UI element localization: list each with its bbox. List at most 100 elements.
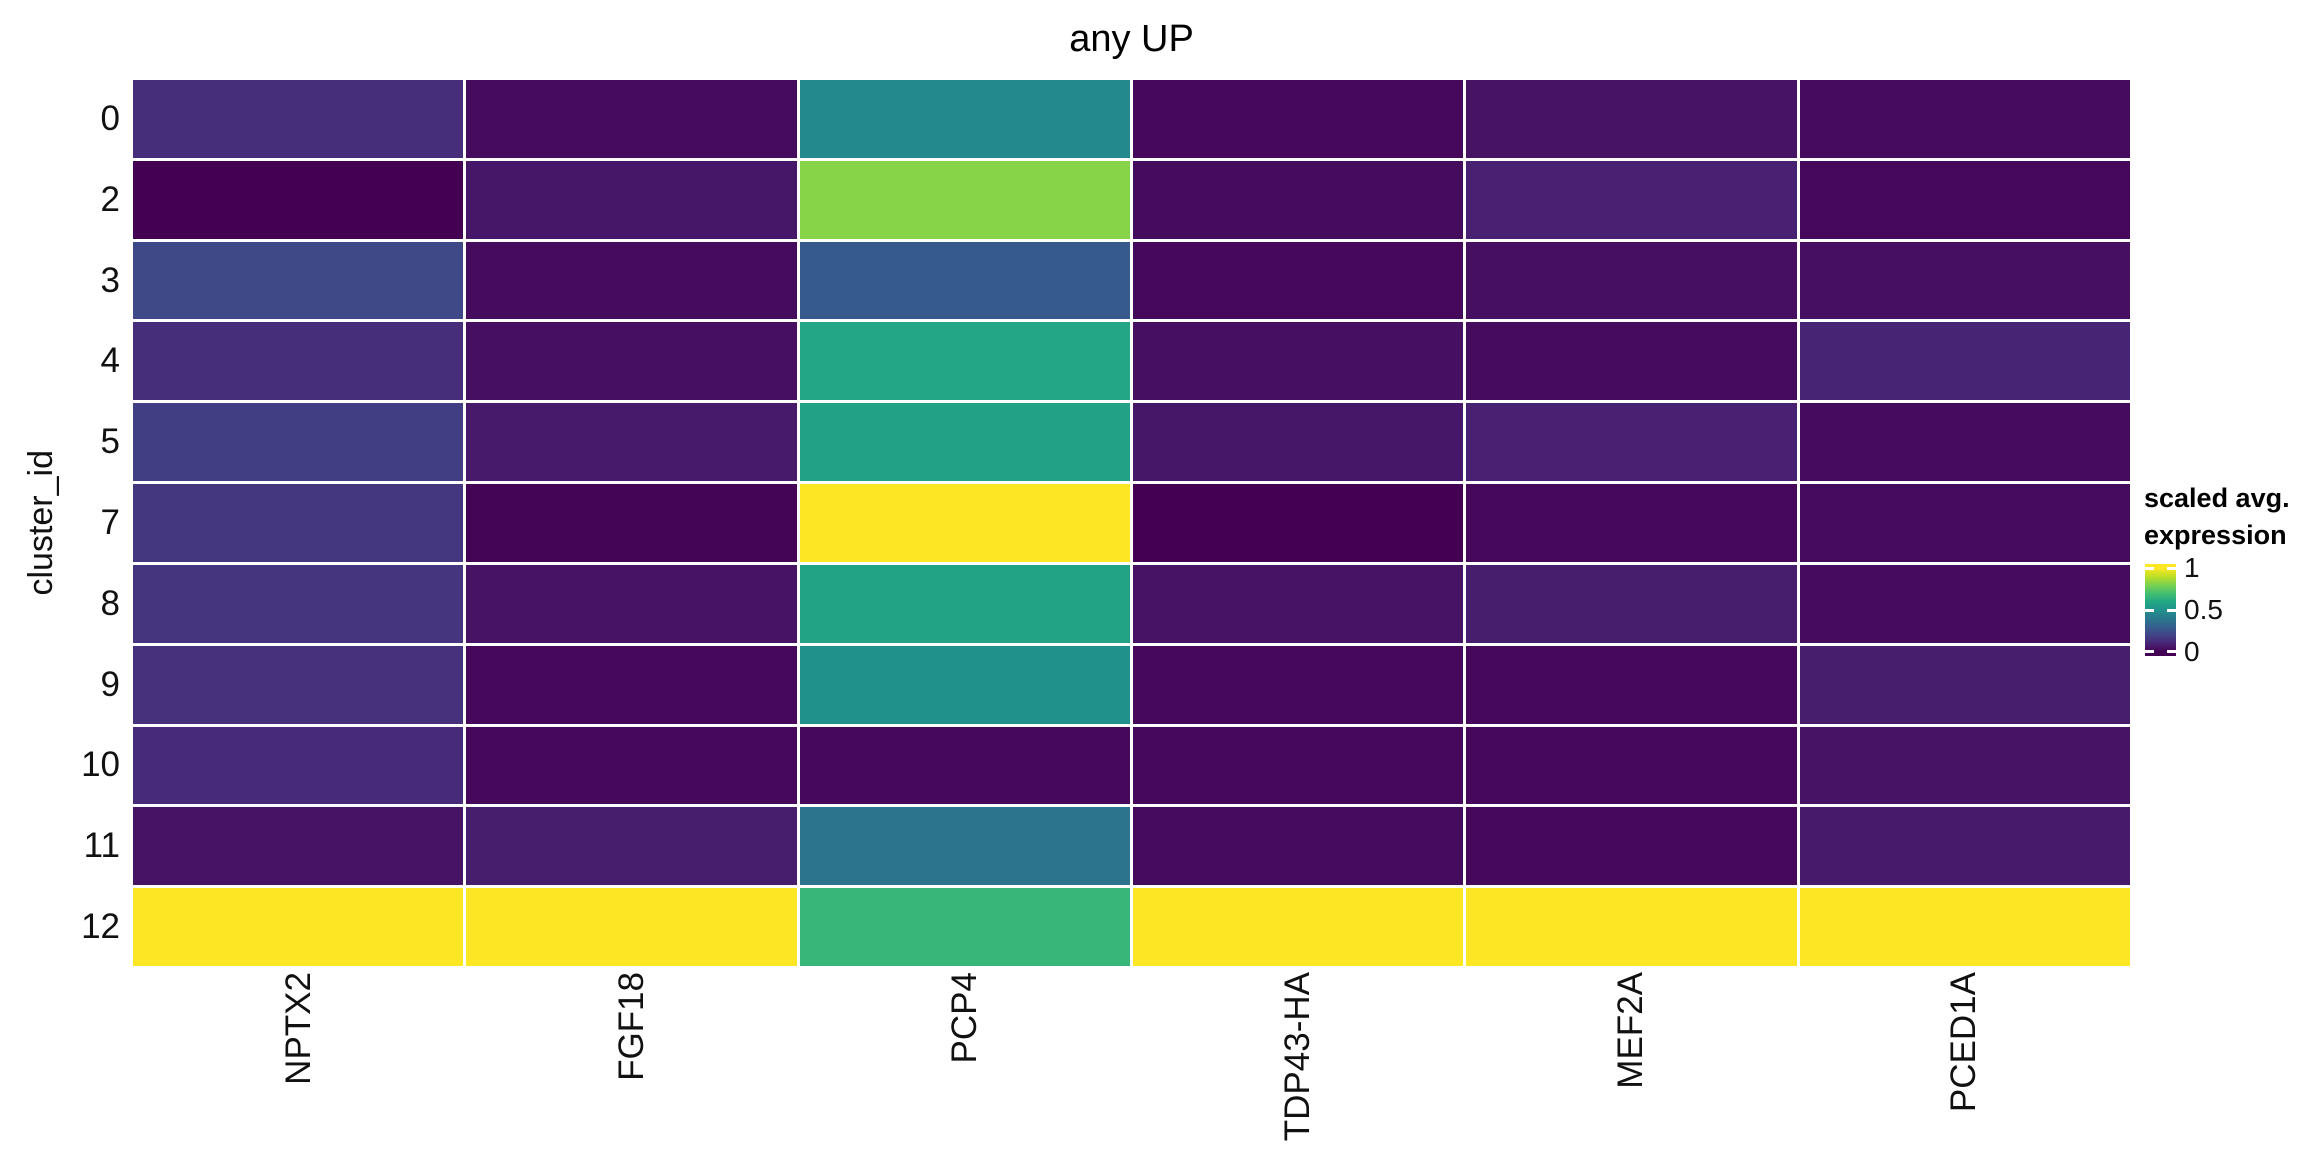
- heatmap-cell: [1133, 80, 1464, 158]
- y-axis-tick-labels: 0 2 3 4 5 7 8 9 10 11 12: [0, 80, 120, 966]
- heatmap-cell: [133, 160, 464, 239]
- chart-title: any UP: [1069, 18, 1194, 60]
- heatmap-cell: [1466, 241, 1797, 320]
- y-tick-label: 11: [83, 826, 120, 866]
- heatmap-cell: [1799, 564, 2130, 643]
- y-tick-label: 9: [100, 664, 120, 704]
- heatmap-cell: [133, 241, 464, 320]
- heatmap-grid: [133, 80, 2130, 966]
- heatmap-cell: [1466, 807, 1797, 886]
- y-tick-label: 5: [100, 422, 120, 462]
- heatmap-cell: [466, 484, 797, 562]
- heatmap-cell: [466, 80, 797, 158]
- heatmap-cell: [1799, 241, 2130, 320]
- heatmap-cell: [1133, 726, 1464, 805]
- x-tick-label: MEF2A: [1610, 972, 1650, 1089]
- legend-tick-label: 1: [2184, 552, 2200, 584]
- heatmap-cell: [133, 80, 464, 158]
- heatmap-cell: [466, 807, 797, 886]
- heatmap-cell: [1133, 564, 1464, 643]
- heatmap-cell: [1466, 645, 1797, 724]
- heatmap-cell: [1133, 888, 1464, 966]
- heatmap-cell: [1799, 80, 2130, 158]
- heatmap-cell: [799, 726, 1130, 805]
- y-tick-label: 4: [100, 341, 120, 381]
- y-tick-label: 8: [100, 583, 120, 623]
- x-tick-label: PCED1A: [1943, 972, 1983, 1113]
- heatmap-cell: [466, 403, 797, 482]
- heatmap-cell: [133, 726, 464, 805]
- heatmap-cell: [1466, 80, 1797, 158]
- heatmap-cell: [466, 160, 797, 239]
- legend-title: scaled avg. expression: [2144, 480, 2290, 554]
- heatmap-cell: [799, 403, 1130, 482]
- heatmap-cell: [799, 807, 1130, 886]
- colorbar-tick-mark: [2145, 608, 2154, 612]
- heatmap-cell: [1133, 484, 1464, 562]
- heatmap-cell: [1799, 160, 2130, 239]
- heatmap-cell: [1799, 484, 2130, 562]
- heatmap-cell: [1133, 160, 1464, 239]
- heatmap-cell: [1799, 645, 2130, 724]
- legend-tick-label: 0: [2184, 635, 2200, 667]
- heatmap-cell: [1133, 807, 1464, 886]
- colorbar-tick-mark: [2167, 566, 2176, 570]
- heatmap-cell: [1466, 726, 1797, 805]
- y-tick-label: 7: [100, 502, 120, 542]
- heatmap-cell: [133, 888, 464, 966]
- heatmap-cell: [1799, 807, 2130, 886]
- heatmap-cell: [1799, 888, 2130, 966]
- x-tick-label: NPTX2: [279, 972, 319, 1085]
- y-tick-label: 12: [81, 907, 120, 947]
- heatmap-cell: [1799, 726, 2130, 805]
- y-tick-label: 10: [81, 745, 120, 785]
- heatmap-cell: [133, 807, 464, 886]
- colorbar-tick-mark: [2145, 650, 2154, 654]
- heatmap-cell: [466, 888, 797, 966]
- heatmap-cell: [466, 645, 797, 724]
- heatmap-cell: [799, 241, 1130, 320]
- heatmap-cell: [1799, 322, 2130, 401]
- heatmap-cell: [133, 484, 464, 562]
- heatmap-cell: [133, 645, 464, 724]
- legend-tick-label: 0.5: [2184, 594, 2223, 625]
- heatmap-cell: [466, 726, 797, 805]
- x-tick-label: TDP43-HA: [1277, 972, 1317, 1142]
- heatmap-cell: [1133, 322, 1464, 401]
- legend-title-line2: expression: [2144, 520, 2287, 550]
- heatmap-cell: [466, 241, 797, 320]
- heatmap-cell: [799, 888, 1130, 966]
- colorbar-tick-mark: [2167, 608, 2176, 612]
- x-axis-tick-labels: NPTX2 FGF18 PCP4 TDP43-HA MEF2A PCED1A: [133, 972, 2130, 1142]
- heatmap-cell: [799, 564, 1130, 643]
- legend: scaled avg. expression 1 0.5 0: [2138, 480, 2304, 740]
- y-tick-label: 3: [100, 260, 120, 300]
- y-tick-label: 2: [100, 179, 120, 219]
- x-tick-label: FGF18: [612, 972, 652, 1081]
- heatmap-cell: [1466, 888, 1797, 966]
- heatmap-cell: [799, 645, 1130, 724]
- heatmap-cell: [799, 322, 1130, 401]
- colorbar-tick-mark: [2167, 650, 2176, 654]
- x-tick-label: PCP4: [945, 972, 985, 1064]
- y-tick-label: 0: [100, 98, 120, 138]
- heatmap-cell: [466, 322, 797, 401]
- heatmap-cell: [1133, 241, 1464, 320]
- heatmap-cell: [1133, 403, 1464, 482]
- heatmap-cell: [1466, 484, 1797, 562]
- heatmap-cell: [1133, 645, 1464, 724]
- heatmap-cell: [799, 484, 1130, 562]
- heatmap-cell: [799, 160, 1130, 239]
- heatmap-cell: [799, 80, 1130, 158]
- heatmap-cell: [1466, 160, 1797, 239]
- legend-colorbar: [2145, 564, 2176, 656]
- heatmap-cell: [1466, 564, 1797, 643]
- heatmap-cell: [1466, 322, 1797, 401]
- heatmap-cell: [133, 564, 464, 643]
- colorbar-tick-mark: [2145, 566, 2154, 570]
- heatmap-cell: [1799, 403, 2130, 482]
- heatmap-cell: [466, 564, 797, 643]
- legend-title-line1: scaled avg.: [2144, 483, 2290, 513]
- heatmap-cell: [133, 322, 464, 401]
